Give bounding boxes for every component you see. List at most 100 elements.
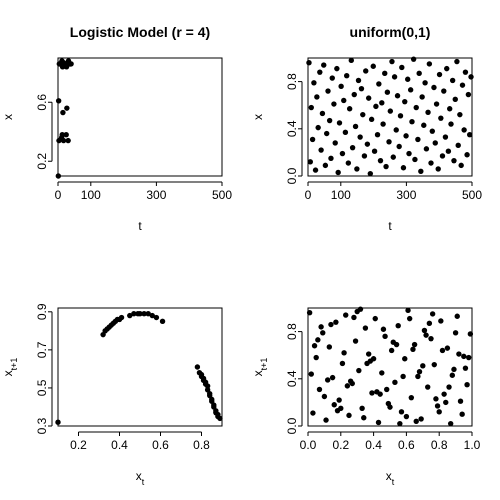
uniform-lag-point	[357, 306, 364, 312]
plot-frame-uniform-lag	[307, 307, 473, 427]
uniform-time-point	[329, 75, 335, 81]
uniform-lag-point	[339, 360, 346, 367]
uniform-lag-point	[375, 419, 382, 426]
uniform-lag-point	[388, 347, 395, 354]
uniform-time-point	[423, 146, 430, 152]
uniform-lag-point	[382, 333, 388, 340]
uniform-lag-point	[333, 319, 339, 325]
uniform-time-point	[339, 150, 346, 157]
uniform-lag-point	[324, 377, 331, 383]
uniform-time-point	[433, 101, 440, 107]
uniform-lag-point	[323, 417, 329, 423]
uniform-lag-point	[313, 354, 319, 361]
logistic-lag-point	[145, 311, 151, 317]
uniform-time-point	[393, 127, 399, 133]
uniform-lag-point	[447, 420, 454, 427]
chart-title-logistic: Logistic Model (r = 4)	[70, 24, 210, 40]
y-axis-label-logistic-lag-main: x	[1, 370, 15, 376]
uniform-time-point	[447, 106, 453, 112]
uniform-time-point	[322, 162, 329, 169]
x-axis-label-uniform-lag-subscript: t	[392, 477, 395, 487]
uniform-lag-point	[384, 386, 390, 393]
uniform-lag-point	[390, 339, 396, 345]
logistic-lag-point	[137, 311, 143, 317]
uniform-time-point	[328, 155, 334, 161]
uniform-lag-point	[392, 379, 398, 386]
uniform-time-point	[454, 58, 460, 65]
uniform-time-point	[326, 117, 333, 124]
uniform-time-point	[441, 88, 447, 94]
uniform-time-point	[364, 141, 371, 147]
uniform-time-point	[344, 73, 350, 79]
uniform-lag-point	[443, 399, 449, 406]
uniform-time-point	[436, 71, 443, 78]
uniform-time-point	[319, 110, 326, 117]
uniform-lag-point	[439, 347, 446, 354]
uniform-time-point	[405, 76, 411, 82]
y-axis-label-uniform-lag-subscript: t+1	[259, 358, 269, 371]
uniform-time-point	[321, 62, 327, 68]
uniform-lag-point	[425, 384, 431, 390]
x-axis-label-logistic-lag: xt	[136, 469, 145, 487]
uniform-lag-point	[415, 373, 421, 380]
logistic-time-point	[68, 61, 74, 67]
uniform-time-point	[391, 74, 398, 80]
logistic-lag-y-tick-label: 0.9	[35, 303, 49, 320]
uniform-time-point	[435, 166, 441, 172]
uniform-time-point	[415, 136, 421, 143]
logistic-time-point	[60, 137, 67, 144]
uniform-time-point	[412, 156, 418, 163]
uniform-lag-point	[318, 324, 324, 330]
uniform-lag-point	[336, 397, 342, 403]
uniform-lag-point	[362, 325, 369, 331]
uniform-time-point	[461, 127, 467, 133]
uniform-lag-y-tick-label: 0.0	[285, 417, 299, 434]
uniform-lag-point	[416, 369, 423, 375]
uniform-lag-point	[406, 315, 413, 322]
uniform-time-point	[311, 80, 317, 86]
uniform-lag-point	[418, 416, 424, 422]
logistic-time-x-tick-label: 100	[81, 188, 101, 202]
uniform-time-point	[379, 100, 385, 106]
uniform-lag-point	[431, 361, 437, 368]
logistic-lag-point	[217, 415, 223, 422]
logistic-time-point	[63, 132, 69, 138]
uniform-lag-y-tick-label: 0.4	[285, 370, 299, 387]
uniform-time-point	[338, 83, 344, 90]
logistic-lag-point	[55, 419, 61, 425]
uniform-time-point	[367, 170, 374, 177]
uniform-lag-x-tick-label: 0.0	[300, 438, 317, 452]
uniform-time-point	[360, 111, 366, 118]
uniform-lag-point	[315, 337, 321, 343]
uniform-time-point	[445, 148, 452, 154]
uniform-time-point	[409, 119, 415, 125]
uniform-time-point	[426, 61, 433, 67]
uniform-time-point	[394, 93, 401, 99]
logistic-lag-point	[194, 364, 201, 370]
uniform-time-point	[451, 157, 457, 164]
uniform-lag-point	[361, 415, 367, 421]
uniform-lag-point	[408, 394, 415, 401]
uniform-lag-point	[466, 354, 472, 361]
uniform-time-point	[396, 143, 402, 150]
logistic-time-point	[55, 98, 62, 104]
uniform-lag-point	[402, 356, 408, 362]
uniform-time-point	[318, 147, 324, 153]
uniform-time-point	[308, 104, 314, 111]
uniform-lag-point	[410, 346, 416, 352]
uniform-time-point	[390, 154, 396, 160]
uniform-lag-point	[331, 402, 337, 408]
uniform-lag-point	[377, 391, 383, 397]
uniform-time-point	[352, 123, 359, 130]
uniform-time-point	[428, 160, 434, 166]
uniform-lag-point	[308, 371, 314, 377]
x-axis-label-logistic-lag-main: x	[136, 469, 142, 483]
logistic-time-y-tick-label: 0.6	[35, 94, 49, 111]
uniform-time-point	[332, 140, 338, 146]
uniform-lag-x-tick-label: 1.0	[464, 438, 481, 452]
uniform-lag-point	[441, 391, 447, 397]
panel-uniform-lag: 0.0 0.2 0.4 0.6 0.8 1.00.00.40.8 xt xt+1	[251, 306, 481, 487]
logistic-lag-x-tick-label: 0.8	[193, 438, 210, 452]
uniform-lag-point	[365, 351, 372, 357]
